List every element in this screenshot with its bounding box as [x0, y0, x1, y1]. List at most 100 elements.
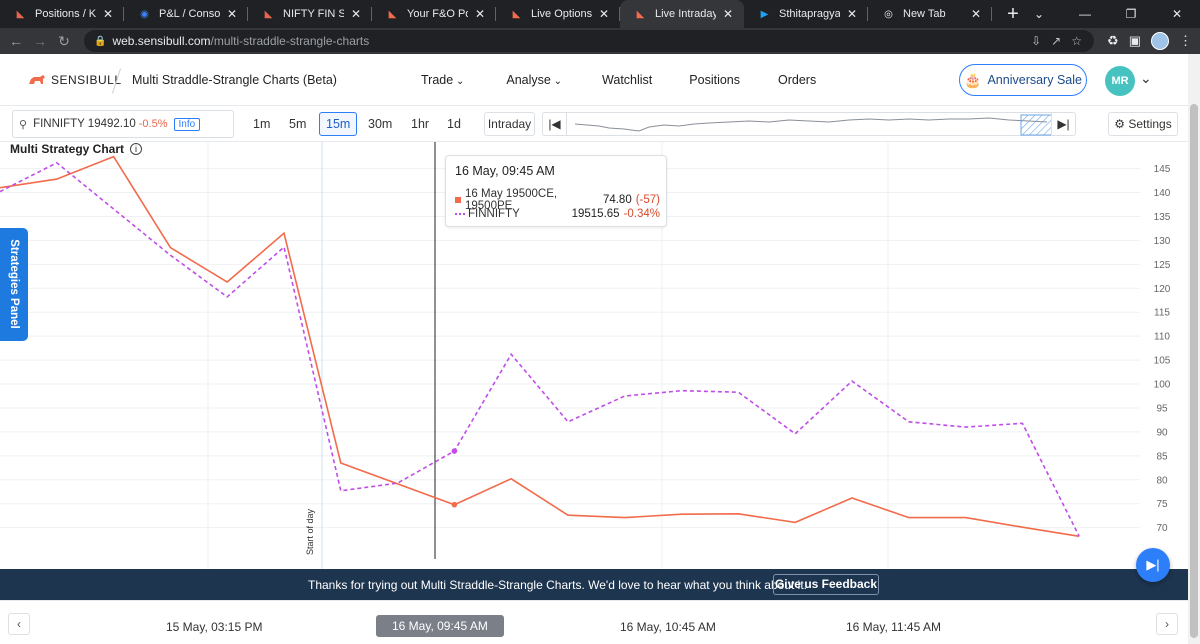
tab-title: Sthitapragyan Pa [779, 8, 840, 20]
side-panel-icon[interactable]: ▣ [1128, 33, 1141, 48]
profile-avatar[interactable] [1151, 32, 1169, 50]
cake-icon: 🎂 [964, 71, 982, 88]
browser-tab[interactable]: ◣ Your F&O Positio ✕ [372, 0, 496, 28]
chart-tooltip: 16 May, 09:45 AM 16 May 19500CE, 19500PE… [445, 155, 667, 227]
nav-watchlist[interactable]: Watchlist [602, 73, 653, 87]
browser-tab[interactable]: ◣ Live Intraday Mul ✕ [620, 0, 744, 28]
browser-tab[interactable]: ◣ Positions / Kite ✕ [0, 0, 124, 28]
user-avatar[interactable]: MR [1105, 66, 1135, 96]
console-icon: ◉ [140, 8, 149, 20]
banner-message: Thanks for trying out Multi Straddle-Str… [308, 578, 807, 592]
chevron-right-icon[interactable]: › [1156, 613, 1178, 635]
x-label: 16 May, 11:45 AM [846, 620, 941, 634]
browser-tab[interactable]: ◎ New Tab ✕ [868, 0, 992, 28]
settings-button[interactable]: ⚙ Settings [1108, 112, 1178, 136]
nav-positions[interactable]: Positions [689, 73, 741, 87]
tooltip-value: 74.80 [602, 194, 632, 206]
minimize-icon[interactable]: — [1079, 7, 1091, 21]
timeframe-1d[interactable]: 1d [447, 117, 461, 131]
tooltip-time: 16 May, 09:45 AM [455, 164, 555, 178]
jump-end-icon[interactable]: ▶| [1051, 113, 1075, 135]
sensibull-icon: ◣ [636, 8, 645, 20]
back-icon[interactable]: ← [9, 33, 23, 49]
tab-title: NIFTY FIN SERVIC [283, 8, 344, 20]
nav-orders[interactable]: Orders [778, 73, 817, 87]
chevron-down-icon[interactable]: ⌄ [1140, 70, 1152, 86]
brand-logo[interactable]: SENSIBULL [28, 73, 122, 87]
timeframe-5m[interactable]: 5m [289, 117, 307, 131]
nav-analyse[interactable]: Analyse [506, 73, 562, 87]
chart-title-text: Multi Strategy Chart [10, 142, 125, 156]
close-tab-icon[interactable]: ✕ [474, 7, 486, 21]
close-tab-icon[interactable]: ✕ [226, 7, 238, 21]
close-tab-icon[interactable]: ✕ [598, 7, 610, 21]
jump-start-icon[interactable]: |◀ [543, 113, 567, 135]
timeframe-30m[interactable]: 30m [368, 117, 393, 131]
url-bar[interactable]: 🔒 web.sensibull.com /multi-straddle-stra… [84, 30, 1094, 52]
browser-tab[interactable]: ◣ Live Options OI, I ✕ [496, 0, 620, 28]
strategies-panel-tab[interactable]: Strategies Panel [0, 228, 28, 341]
install-icon[interactable]: ⇩ [1031, 34, 1042, 48]
close-tab-icon[interactable]: ✕ [350, 7, 362, 21]
jump-to-latest-button[interactable]: ▶| [1136, 548, 1170, 582]
tooltip-value: 19515.65 [571, 208, 620, 220]
browser-tab[interactable]: ▶ Sthitapragyan Pa ✕ [744, 0, 868, 28]
y-tick-label: 105 [1154, 356, 1171, 367]
share-icon[interactable]: ↗ [1051, 34, 1062, 48]
intraday-button[interactable]: Intraday [484, 112, 535, 136]
close-tab-icon[interactable]: ✕ [846, 7, 858, 21]
timeline-footer: ‹ 15 May, 03:15 PM 16 May, 09:45 AM 16 M… [0, 600, 1188, 644]
tab-title: P&L / Console [159, 8, 220, 20]
extensions-icon[interactable]: ♻ [1107, 33, 1119, 48]
brand-name: SENSIBULL [51, 73, 122, 87]
browser-tab[interactable]: ◣ NIFTY FIN SERVIC ✕ [248, 0, 372, 28]
search-icon: ⚲ [19, 118, 28, 131]
restore-icon[interactable]: ❐ [1125, 7, 1137, 21]
tab-list: ◣ Positions / Kite ✕ ◉ P&L / Console ✕ ◣ NIFTY … [0, 0, 992, 28]
strategies-panel-label: Strategies Panel [8, 239, 20, 329]
close-tab-icon[interactable]: ✕ [722, 7, 734, 21]
y-tick-label: 135 [1154, 212, 1171, 223]
y-tick-label: 100 [1154, 380, 1171, 391]
y-tick-label: 85 [1156, 451, 1168, 462]
anniversary-sale-button[interactable]: 🎂 Anniversary Sale [959, 64, 1087, 96]
menu-kebab-icon[interactable]: ⋮ [1179, 33, 1192, 48]
symbol-search-input[interactable]: ⚲ FINNIFTY 19492.10 -0.5% Info [12, 110, 234, 138]
bookmark-star-icon[interactable]: ☆ [1071, 34, 1082, 48]
finnifty-series-line [0, 161, 1080, 537]
close-tab-icon[interactable]: ✕ [102, 7, 114, 21]
new-tab-button[interactable]: + [1007, 2, 1019, 25]
lock-icon: 🔒 [94, 35, 107, 47]
navigator-sparkline [574, 114, 1051, 136]
feedback-button[interactable]: Give us Feedback [773, 574, 879, 595]
tab-title: Live Options OI, I [531, 8, 592, 20]
navigator-window[interactable] [1020, 114, 1051, 136]
reload-icon[interactable]: ↻ [58, 32, 70, 49]
info-button[interactable]: Info [173, 117, 201, 131]
tab-title: Positions / Kite [35, 8, 96, 20]
timeframe-15m[interactable]: 15m [319, 112, 358, 136]
page-title: Multi Straddle-Strangle Charts (Beta) [132, 73, 337, 87]
browser-tab[interactable]: ◉ P&L / Console ✕ [124, 0, 248, 28]
chevron-left-icon[interactable]: ‹ [8, 613, 30, 635]
nav-trade[interactable]: Trade [421, 73, 464, 87]
close-window-icon[interactable]: ✕ [1171, 7, 1183, 21]
info-icon[interactable]: i [130, 143, 143, 155]
window-controls: ⌄ — ❐ ✕ [1016, 0, 1200, 28]
close-tab-icon[interactable]: ✕ [970, 7, 982, 21]
y-tick-label: 90 [1156, 427, 1168, 438]
timeframe-1m[interactable]: 1m [253, 117, 271, 131]
tooltip-change: (-57) [635, 194, 660, 206]
forward-icon[interactable]: → [33, 33, 47, 49]
scrollbar-thumb[interactable] [1190, 104, 1198, 638]
y-tick-label: 95 [1156, 403, 1168, 414]
timeframe-1hr[interactable]: 1hr [411, 117, 430, 131]
chart-title: Multi Strategy Chart i [10, 142, 143, 156]
y-tick-label: 140 [1154, 188, 1171, 199]
range-navigator[interactable]: |◀ ▶| [542, 112, 1076, 136]
page-scrollbar[interactable] [1188, 54, 1200, 644]
x-label-selected: 16 May, 09:45 AM [376, 615, 504, 637]
y-tick-label: 130 [1154, 236, 1171, 247]
settings-label: Settings [1128, 117, 1172, 131]
tab-search-icon[interactable]: ⌄ [1033, 7, 1045, 21]
